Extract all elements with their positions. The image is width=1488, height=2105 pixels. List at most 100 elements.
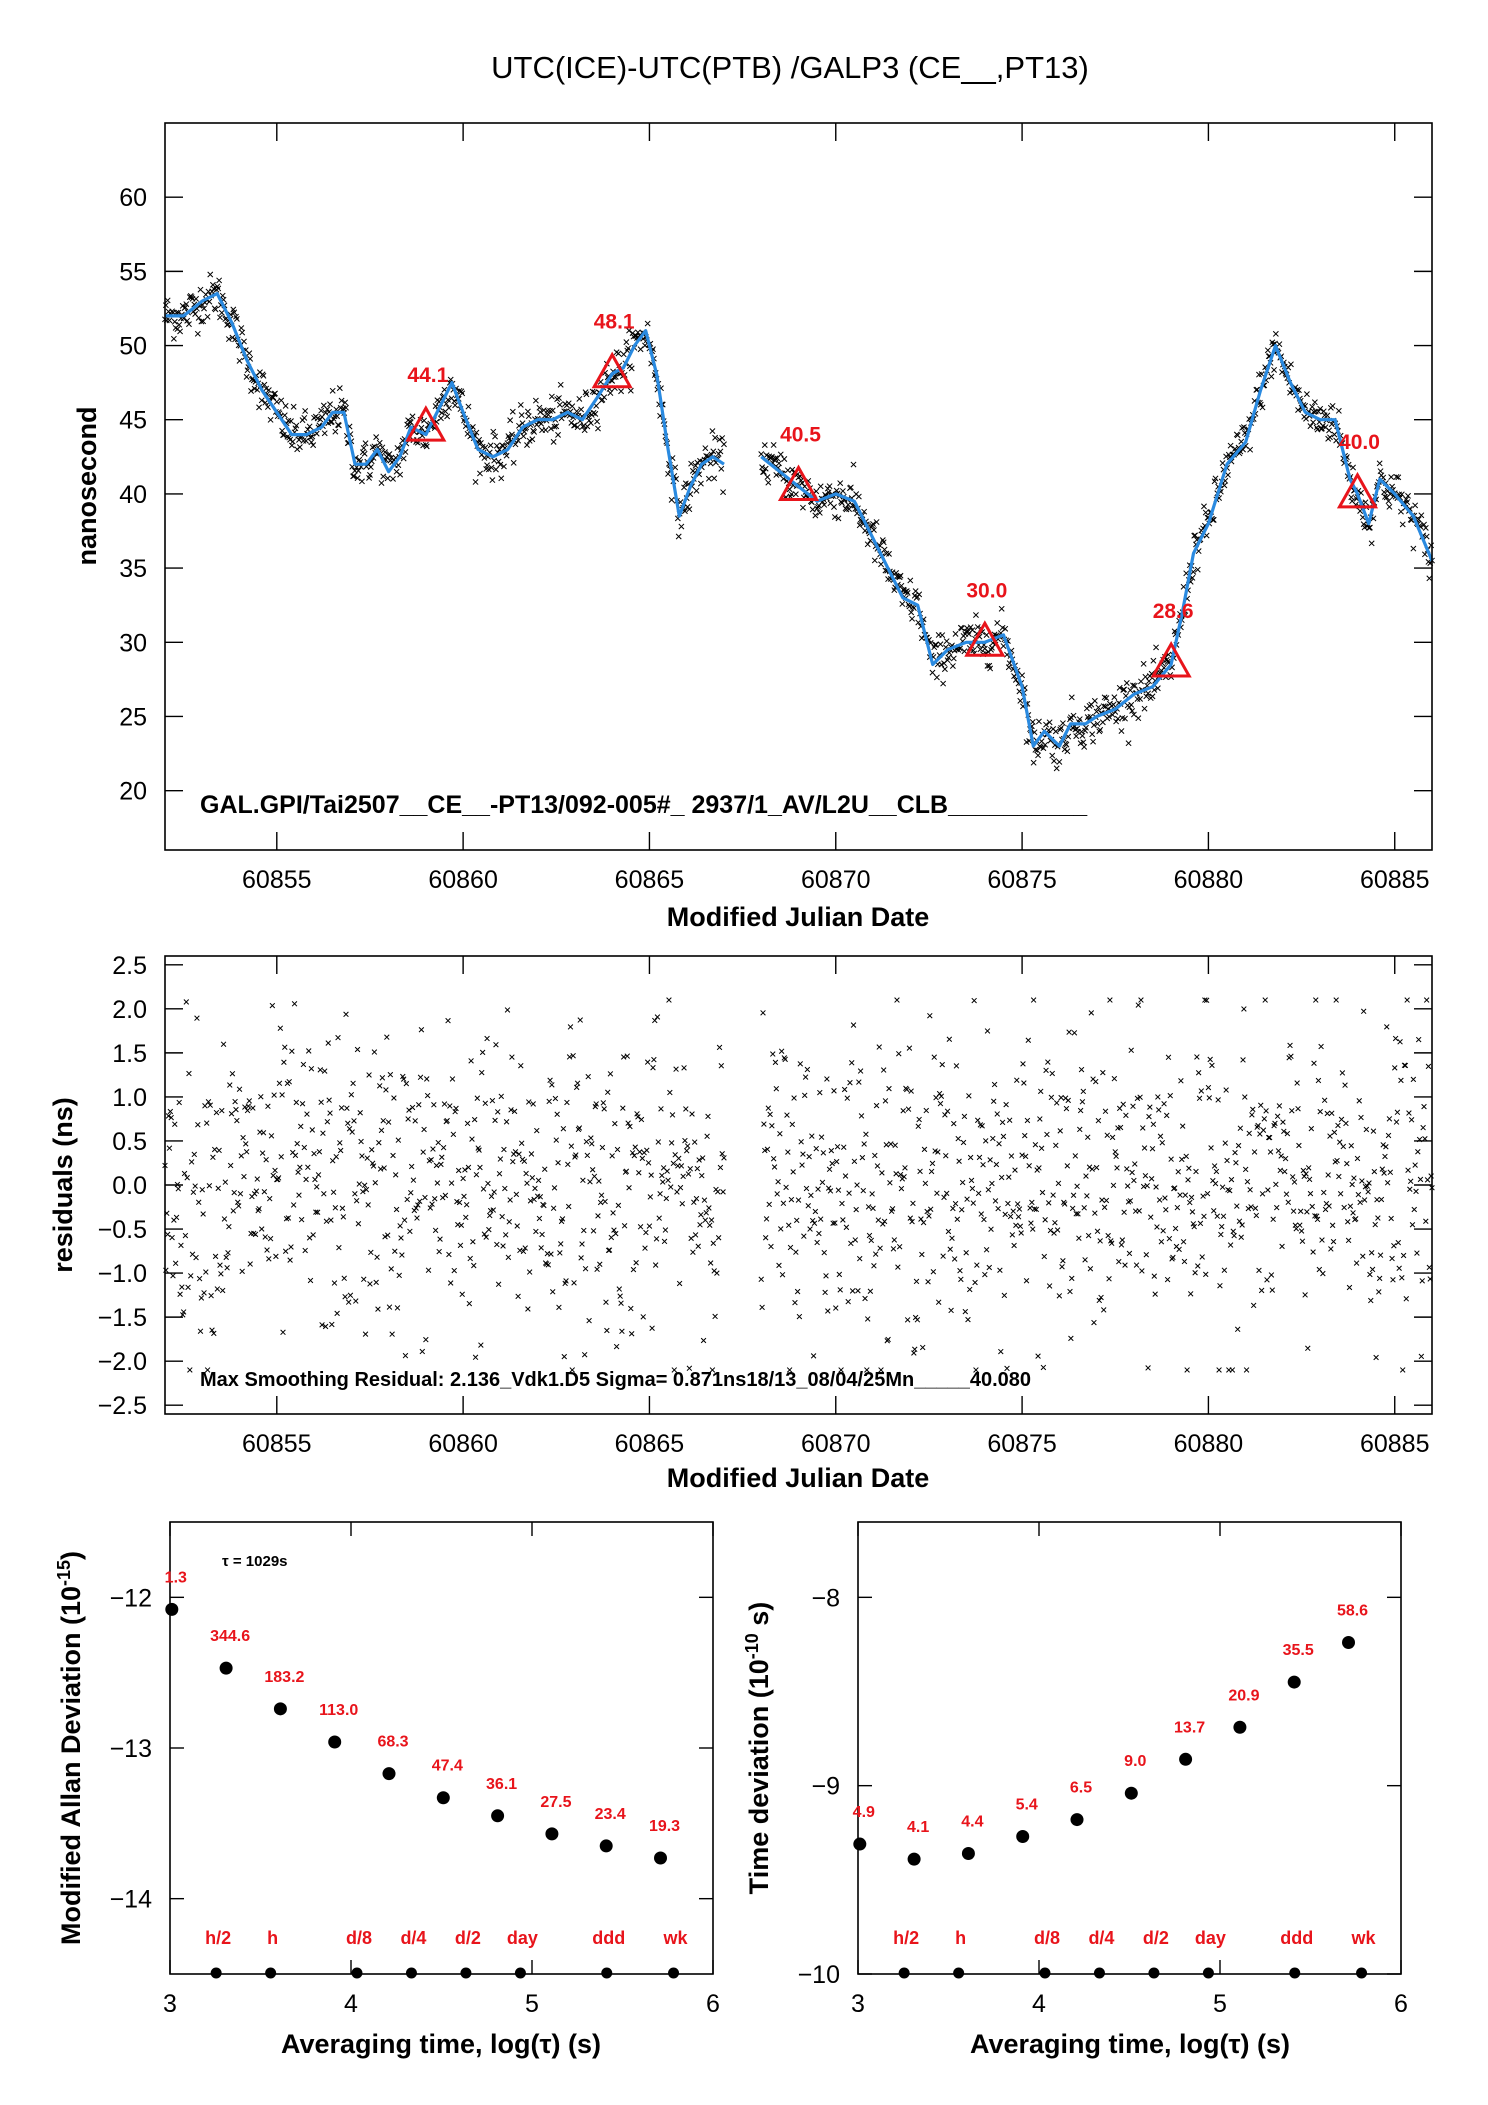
residual-point [499, 1213, 505, 1220]
residual-point [991, 1081, 998, 1088]
residual-point [261, 1188, 268, 1195]
residual-point [402, 1352, 409, 1359]
timeseries-point [943, 638, 950, 645]
residual-point [1394, 1109, 1401, 1116]
time-mark-label: d/2 [1143, 1928, 1169, 1948]
timeseries-point [177, 328, 184, 335]
residual-point [1032, 1142, 1039, 1148]
y-tick-label: 0.5 [112, 1128, 147, 1156]
residual-point [1250, 1302, 1257, 1309]
timeseries-point [481, 455, 488, 461]
timeseries-point [1138, 678, 1144, 685]
residual-point [840, 1217, 846, 1223]
residual-point [505, 1254, 512, 1261]
timeseries-point [197, 286, 204, 293]
residual-point [981, 1216, 987, 1223]
residual-point [1208, 1145, 1214, 1151]
residual-point [869, 1191, 875, 1197]
residual-point [1301, 1173, 1307, 1180]
residual-point [1349, 1181, 1355, 1188]
timeseries-point [850, 461, 857, 468]
timeseries-point [590, 409, 597, 416]
residual-point [549, 1289, 556, 1295]
residual-point [1117, 1124, 1124, 1131]
residual-point [425, 1267, 432, 1273]
time-mark-label: d/8 [1034, 1928, 1060, 1948]
residual-point [260, 1129, 267, 1136]
residual-point [1325, 1172, 1331, 1178]
residual-point [910, 1200, 916, 1207]
residual-point [1056, 1293, 1063, 1299]
timeseries-point [473, 429, 480, 436]
timeseries-point [1257, 401, 1264, 408]
residual-point [394, 1305, 401, 1311]
residual-point [187, 1367, 193, 1373]
residual-point [813, 1145, 819, 1152]
timeseries-point [373, 434, 380, 441]
tdev-panel: 3 4 5 6−8−9−10 4.94.1 4.45.46.59.013.720.935… [742, 1521, 1408, 2059]
residual-point [571, 1280, 577, 1286]
residual-point [1159, 1139, 1166, 1146]
timeseries-point [487, 442, 494, 449]
residual-point [215, 1185, 221, 1192]
residual-point [229, 1070, 236, 1077]
timeseries-point [799, 504, 806, 511]
residual-point [856, 1255, 863, 1262]
residual-point [451, 1267, 457, 1274]
residual-point [590, 1228, 597, 1234]
timeseries-point [940, 680, 947, 687]
residual-point [1214, 1213, 1221, 1219]
timeseries-point [485, 466, 492, 473]
residual-point [211, 1146, 218, 1153]
residual-point [1027, 1205, 1033, 1211]
timeseries-point [548, 425, 554, 432]
residual-point [440, 1144, 447, 1151]
residual-point [935, 1299, 942, 1305]
timeseries-point [1247, 446, 1254, 453]
residual-point [470, 1238, 476, 1245]
timeseries-point [831, 504, 837, 510]
timeseries-point [826, 483, 833, 490]
residual-point [437, 1236, 443, 1242]
deviation-point [491, 1809, 505, 1823]
timeseries-point [445, 396, 451, 403]
residual-point [581, 1351, 588, 1358]
residual-point [508, 1107, 514, 1113]
residual-point [770, 1051, 776, 1057]
timeseries-point [332, 428, 339, 435]
residual-point [911, 1346, 918, 1353]
residual-point [1239, 1222, 1245, 1228]
residual-point [541, 1202, 547, 1209]
residual-point [698, 1211, 704, 1218]
timeseries-point [164, 297, 171, 304]
residual-point [497, 1156, 504, 1162]
residual-point [1070, 1192, 1077, 1199]
timeseries-point [720, 489, 727, 496]
residual-point [608, 1234, 615, 1241]
residual-point [953, 1063, 960, 1069]
timeseries-point [1315, 408, 1322, 415]
timeseries-point [809, 506, 816, 513]
timeseries-point [1111, 694, 1118, 701]
residual-point [413, 1205, 419, 1211]
residual-point [169, 1234, 175, 1241]
residual-point [539, 1231, 545, 1238]
residual-point [784, 1112, 790, 1118]
residual-point [583, 1138, 590, 1145]
residual-point [1185, 1177, 1191, 1183]
timeseries-point [218, 309, 225, 316]
timeseries-point [873, 519, 880, 525]
residual-point [1336, 1173, 1342, 1180]
timeseries-point [188, 294, 195, 301]
time-mark-dot [601, 1967, 613, 1979]
residual-point [636, 1149, 643, 1155]
residual-point [226, 1223, 232, 1230]
timeseries-point [586, 417, 593, 424]
residual-point [793, 1217, 800, 1224]
timeseries-point [556, 401, 563, 408]
timeseries-point [359, 478, 365, 485]
residual-point [900, 1107, 906, 1114]
timeseries-point [1329, 402, 1336, 409]
residual-point [699, 1172, 705, 1179]
timeseries-point [542, 427, 549, 433]
